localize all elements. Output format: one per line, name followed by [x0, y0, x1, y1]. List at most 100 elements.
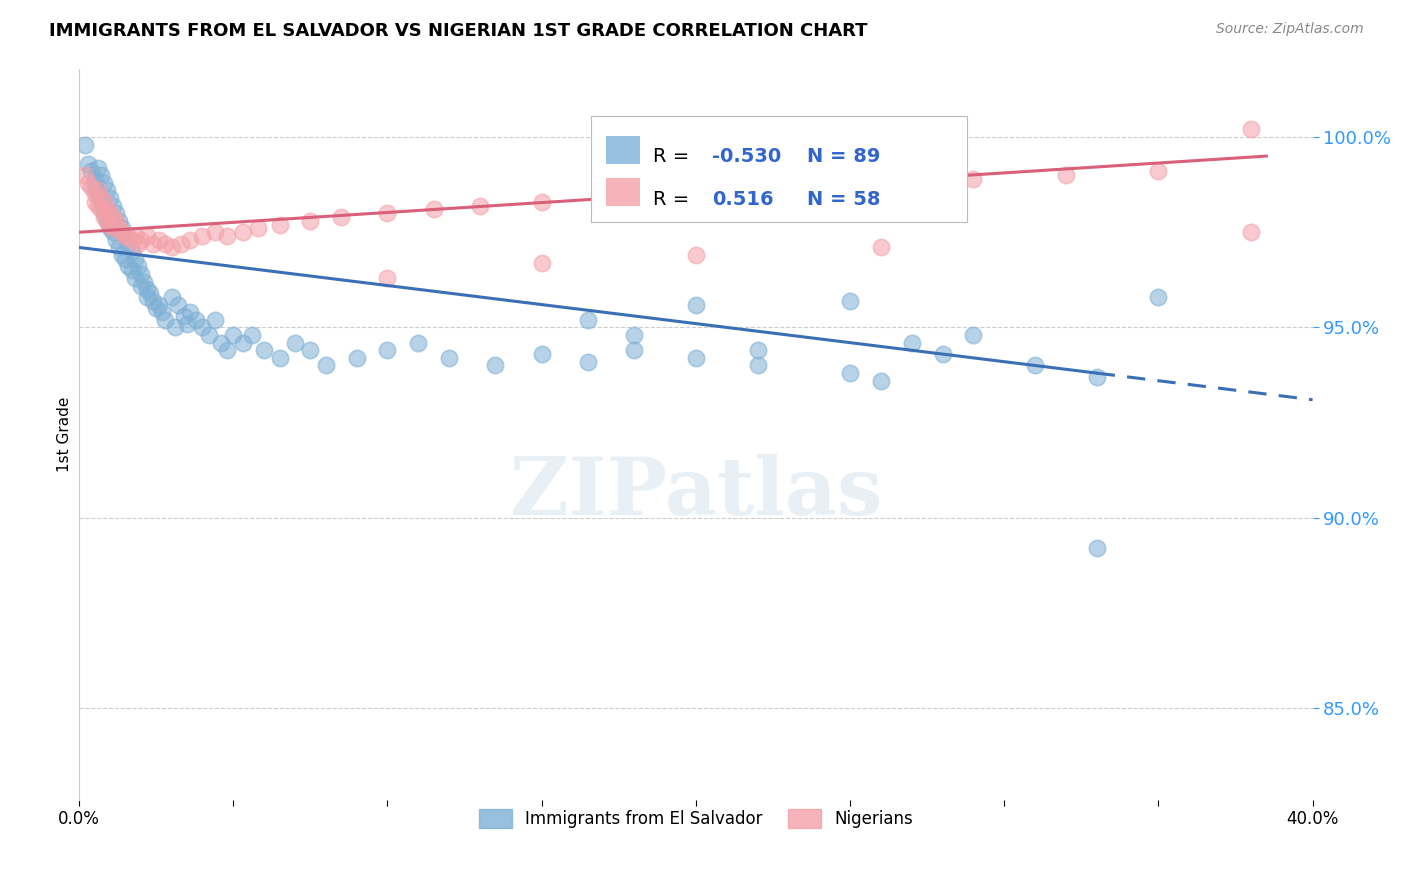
Point: [114, 229, 136, 244]
Point: [747, 359, 769, 373]
Point: [778, 183, 800, 197]
Point: [136, 282, 159, 296]
Point: [117, 236, 139, 251]
Point: [83, 187, 105, 202]
Point: [1240, 225, 1263, 239]
Point: [98, 218, 121, 232]
Text: R =: R =: [652, 190, 702, 209]
Point: [80, 179, 103, 194]
Point: [576, 313, 599, 327]
Point: [530, 194, 553, 209]
Point: [75, 137, 97, 152]
Point: [98, 191, 121, 205]
Point: [1085, 370, 1108, 384]
Text: -0.530: -0.530: [711, 147, 782, 167]
Point: [197, 328, 219, 343]
Point: [408, 335, 430, 350]
Point: [101, 225, 124, 239]
Point: [150, 305, 173, 319]
Point: [129, 267, 152, 281]
Point: [96, 214, 118, 228]
Point: [468, 198, 491, 212]
Point: [870, 374, 893, 388]
Point: [86, 183, 108, 197]
Point: [186, 313, 208, 327]
Point: [346, 351, 368, 365]
Point: [437, 351, 460, 365]
Point: [93, 198, 115, 212]
Point: [173, 309, 195, 323]
FancyBboxPatch shape: [591, 116, 967, 222]
Point: [592, 191, 614, 205]
Point: [101, 198, 124, 212]
Point: [1240, 122, 1263, 136]
Legend: Immigrants from El Salvador, Nigerians: Immigrants from El Salvador, Nigerians: [472, 803, 920, 835]
Point: [685, 248, 707, 262]
Point: [142, 236, 165, 251]
Point: [86, 198, 108, 212]
Point: [93, 176, 115, 190]
Point: [685, 297, 707, 311]
Point: [98, 221, 121, 235]
Point: [176, 317, 198, 331]
FancyBboxPatch shape: [606, 136, 640, 163]
Point: [136, 229, 159, 244]
Point: [132, 275, 155, 289]
Point: [75, 168, 97, 182]
Point: [253, 343, 276, 358]
Text: 0.516: 0.516: [711, 190, 773, 209]
Point: [962, 328, 984, 343]
Point: [105, 206, 128, 220]
Point: [269, 351, 291, 365]
Point: [86, 161, 108, 175]
Point: [330, 210, 353, 224]
Point: [127, 260, 149, 274]
Point: [83, 179, 105, 194]
Point: [108, 221, 131, 235]
Point: [191, 320, 214, 334]
Point: [269, 218, 291, 232]
Point: [839, 293, 862, 308]
Point: [179, 305, 201, 319]
Point: [204, 225, 226, 239]
Point: [155, 313, 177, 327]
Point: [232, 335, 254, 350]
Point: [145, 301, 167, 316]
Point: [86, 187, 108, 202]
Point: [166, 297, 188, 311]
Point: [576, 354, 599, 368]
Point: [93, 210, 115, 224]
Point: [530, 255, 553, 269]
Point: [222, 328, 245, 343]
Point: [191, 229, 214, 244]
Point: [98, 206, 121, 220]
Point: [232, 225, 254, 239]
Point: [129, 278, 152, 293]
Point: [685, 351, 707, 365]
Point: [90, 168, 112, 182]
Y-axis label: 1st Grade: 1st Grade: [58, 396, 72, 472]
Text: R =: R =: [652, 147, 695, 167]
Point: [1147, 290, 1170, 304]
Point: [747, 343, 769, 358]
Text: Source: ZipAtlas.com: Source: ZipAtlas.com: [1216, 22, 1364, 37]
Point: [839, 366, 862, 380]
Point: [246, 221, 269, 235]
Point: [96, 214, 118, 228]
FancyBboxPatch shape: [606, 178, 640, 206]
Point: [155, 236, 177, 251]
Point: [1024, 359, 1046, 373]
Point: [685, 187, 707, 202]
Point: [931, 347, 953, 361]
Point: [377, 343, 399, 358]
Point: [77, 157, 100, 171]
Point: [139, 286, 162, 301]
Point: [101, 210, 124, 224]
Point: [105, 233, 128, 247]
Point: [422, 202, 444, 217]
Point: [623, 343, 645, 358]
Point: [299, 214, 322, 228]
Point: [127, 236, 149, 251]
Point: [962, 172, 984, 186]
Point: [160, 290, 183, 304]
